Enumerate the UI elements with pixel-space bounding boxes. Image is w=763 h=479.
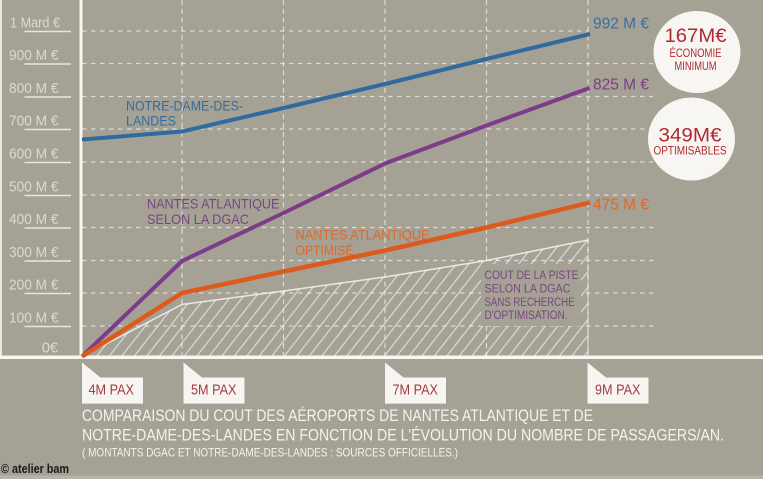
svg-text:NOTRE-DAME-DES-LANDES EN FONCT: NOTRE-DAME-DES-LANDES EN FONCTION DE L'É… — [82, 426, 724, 445]
svg-text:800 M €: 800 M € — [9, 80, 59, 97]
svg-text:600 M €: 600 M € — [9, 146, 59, 163]
svg-text:5M PAX: 5M PAX — [191, 383, 237, 399]
svg-text:SANS RECHERCHE: SANS RECHERCHE — [485, 297, 575, 309]
svg-text:ÉCONOMIE: ÉCONOMIE — [670, 47, 722, 60]
svg-text:OPTIMISÉ: OPTIMISÉ — [296, 242, 354, 258]
svg-text:D'OPTIMISATION.: D'OPTIMISATION. — [485, 310, 568, 322]
svg-text:167M€: 167M€ — [665, 26, 727, 47]
svg-text:700 M €: 700 M € — [9, 113, 59, 130]
svg-text:992 M €: 992 M € — [593, 16, 649, 33]
svg-text:OPTIMISABLES: OPTIMISABLES — [654, 146, 727, 158]
svg-text:© atelier bam: © atelier bam — [1, 462, 69, 476]
svg-text:900 M €: 900 M € — [9, 47, 59, 64]
svg-text:COUT DE LA PISTE: COUT DE LA PISTE — [485, 270, 579, 282]
svg-text:NANTES ATLANTIQUE: NANTES ATLANTIQUE — [296, 227, 430, 243]
svg-text:100 M €: 100 M € — [9, 310, 59, 327]
svg-text:MINIMUM: MINIMUM — [675, 61, 717, 73]
svg-text:4M PAX: 4M PAX — [89, 383, 135, 399]
svg-text:NANTES ATLANTIQUE: NANTES ATLANTIQUE — [147, 196, 280, 212]
svg-text:COMPARAISON DU COUT DES AÉROPO: COMPARAISON DU COUT DES AÉROPORTS DE NAN… — [82, 406, 593, 425]
svg-text:349M€: 349M€ — [659, 125, 722, 147]
svg-text:0€: 0€ — [42, 340, 59, 357]
svg-text:200 M €: 200 M € — [9, 277, 59, 294]
svg-text:825 M €: 825 M € — [593, 77, 649, 94]
svg-text:300 M €: 300 M € — [9, 244, 59, 261]
svg-text:7M PAX: 7M PAX — [393, 383, 439, 399]
svg-text:SELON LA DGAC: SELON LA DGAC — [147, 211, 249, 227]
svg-text:500 M €: 500 M € — [9, 179, 59, 196]
svg-text:LANDES: LANDES — [126, 113, 176, 129]
svg-text:400 M €: 400 M € — [9, 211, 59, 228]
svg-text:1 Mard €: 1 Mard € — [10, 15, 61, 32]
svg-text:( MONTANTS DGAC ET NOTRE-DAME-: ( MONTANTS DGAC ET NOTRE-DAME-DES-LANDES… — [82, 446, 458, 460]
svg-text:SELON LA DGAC: SELON LA DGAC — [485, 284, 571, 296]
svg-text:475 M €: 475 M € — [593, 197, 649, 214]
svg-text:9M PAX: 9M PAX — [595, 383, 641, 399]
svg-text:NOTRE-DAME-DES-: NOTRE-DAME-DES- — [126, 98, 243, 114]
